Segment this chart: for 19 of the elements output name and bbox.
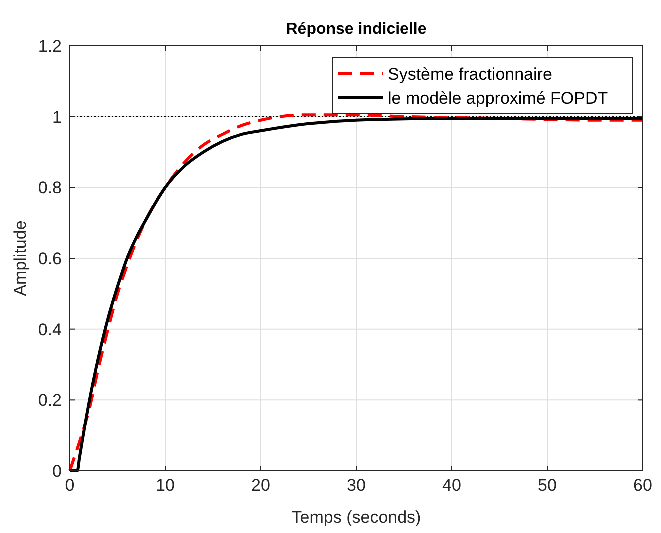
chart-title: Réponse indicielle	[286, 21, 427, 38]
x-tick-label: 30	[347, 476, 366, 495]
y-tick-label: 1	[52, 108, 62, 127]
x-tick-label: 60	[634, 476, 652, 495]
y-axis-title: Amplitude	[11, 220, 30, 296]
x-tick-label: 20	[252, 476, 270, 495]
y-tick-label: 0	[52, 462, 62, 481]
legend-label: Système fractionnaire	[388, 64, 552, 84]
y-tick-label: 0.4	[38, 320, 62, 340]
y-tick-label: 0.2	[38, 391, 62, 410]
x-tick-label: 0	[65, 476, 75, 495]
x-tick-label: 50	[538, 476, 557, 495]
x-tick-label: 40	[442, 476, 462, 495]
y-tick-label: 0.6	[38, 249, 62, 268]
y-tick-label: 0.8	[38, 178, 62, 198]
x-tick-label: 10	[156, 476, 175, 495]
y-tick-label: 1.2	[38, 36, 62, 56]
legend-label: le modèle approximé FOPDT	[388, 88, 608, 108]
x-axis-title: Temps (seconds)	[292, 508, 422, 527]
